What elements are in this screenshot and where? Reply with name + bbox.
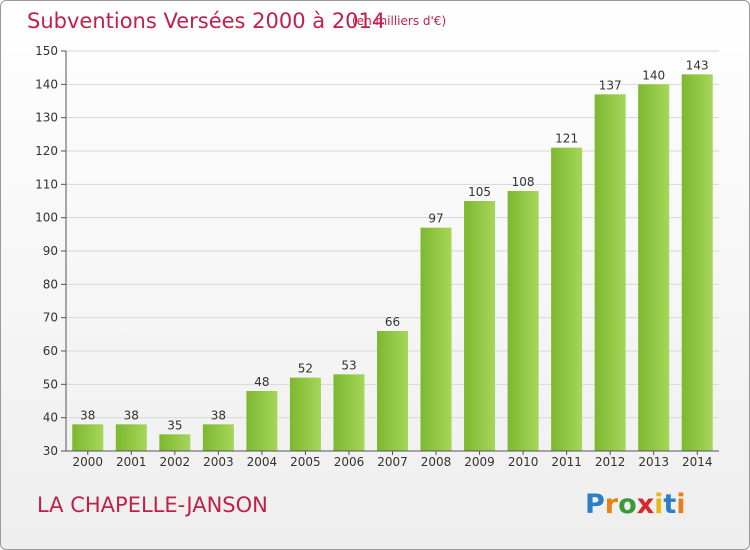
y-tick-label: 110 xyxy=(35,177,58,191)
bar-value-label: 137 xyxy=(599,78,622,92)
x-tick-label: 2013 xyxy=(638,455,669,469)
bar xyxy=(289,377,321,451)
bar-value-label: 53 xyxy=(341,358,356,372)
bar-value-label: 140 xyxy=(642,68,665,82)
bar xyxy=(551,147,583,451)
chart-title: Subventions Versées 2000 à 2014 xyxy=(27,9,386,33)
y-tick-label: 90 xyxy=(43,244,58,258)
bar xyxy=(594,94,626,451)
x-tick-label: 2011 xyxy=(551,455,582,469)
y-tick-label: 30 xyxy=(43,444,58,458)
bar xyxy=(246,391,278,451)
y-tick-label: 70 xyxy=(43,311,58,325)
logo-letter: r xyxy=(604,489,619,520)
bar xyxy=(72,424,104,451)
bar-value-label: 121 xyxy=(555,132,578,146)
proxiti-logo: Proxiti xyxy=(585,489,686,520)
x-tick-label: 2009 xyxy=(464,455,495,469)
y-tick-label: 50 xyxy=(43,377,58,391)
x-tick-label: 2003 xyxy=(203,455,234,469)
logo-letter: t xyxy=(663,489,677,520)
logo-letter: i xyxy=(654,489,664,520)
logo-letter: o xyxy=(618,489,637,520)
y-tick-label: 130 xyxy=(35,111,58,125)
commune-name: LA CHAPELLE-JANSON xyxy=(37,493,268,517)
x-tick-label: 2000 xyxy=(72,455,103,469)
bar xyxy=(159,434,191,451)
x-tick-label: 2004 xyxy=(247,455,278,469)
x-tick-label: 2005 xyxy=(290,455,321,469)
bar-value-label: 35 xyxy=(167,418,182,432)
y-tick-label: 40 xyxy=(43,411,58,425)
bar xyxy=(507,191,539,451)
x-tick-label: 2002 xyxy=(160,455,191,469)
axes: 30 40 50 60 70 80 90 100 110 120 130 140 150 2000 2001… xyxy=(35,44,719,469)
bar xyxy=(681,74,713,451)
bar xyxy=(638,84,670,451)
bar xyxy=(115,424,147,451)
x-tick-label: 2007 xyxy=(377,455,408,469)
bar-value-label: 108 xyxy=(512,175,535,189)
x-tick-label: 2006 xyxy=(334,455,365,469)
bar-value-label: 48 xyxy=(254,375,269,389)
bar-value-label: 38 xyxy=(80,408,95,422)
chart-subtitle: (en milliers d'€) xyxy=(352,14,447,28)
bars: 38 38 35 38 48 52 53 66 97 105 108 121 137 140 143 xyxy=(72,58,713,451)
y-tick-label: 150 xyxy=(35,44,58,58)
y-tick-label: 100 xyxy=(35,211,58,225)
bar-value-label: 97 xyxy=(428,212,443,226)
bar-value-label: 38 xyxy=(124,408,139,422)
x-tick-label: 2008 xyxy=(421,455,452,469)
bar xyxy=(464,201,496,451)
logo-letter: i xyxy=(676,489,686,520)
y-tick-label: 80 xyxy=(43,277,58,291)
bar xyxy=(420,227,452,451)
bar-value-label: 38 xyxy=(211,408,226,422)
bar-value-label: 143 xyxy=(686,58,709,72)
y-tick-label: 60 xyxy=(43,344,58,358)
x-tick-label: 2012 xyxy=(595,455,626,469)
bar-value-label: 105 xyxy=(468,185,491,199)
bar-value-label: 52 xyxy=(298,362,313,376)
bar xyxy=(333,374,365,451)
logo-letter: x xyxy=(636,489,655,520)
x-tick-label: 2001 xyxy=(116,455,147,469)
x-tick-label: 2010 xyxy=(508,455,539,469)
bar xyxy=(202,424,234,451)
logo-letter: P xyxy=(585,489,605,520)
bar-value-label: 66 xyxy=(385,315,400,329)
y-tick-label: 140 xyxy=(35,77,58,91)
x-tick-label: 2014 xyxy=(682,455,713,469)
y-tick-label: 120 xyxy=(35,144,58,158)
bar xyxy=(377,331,408,451)
